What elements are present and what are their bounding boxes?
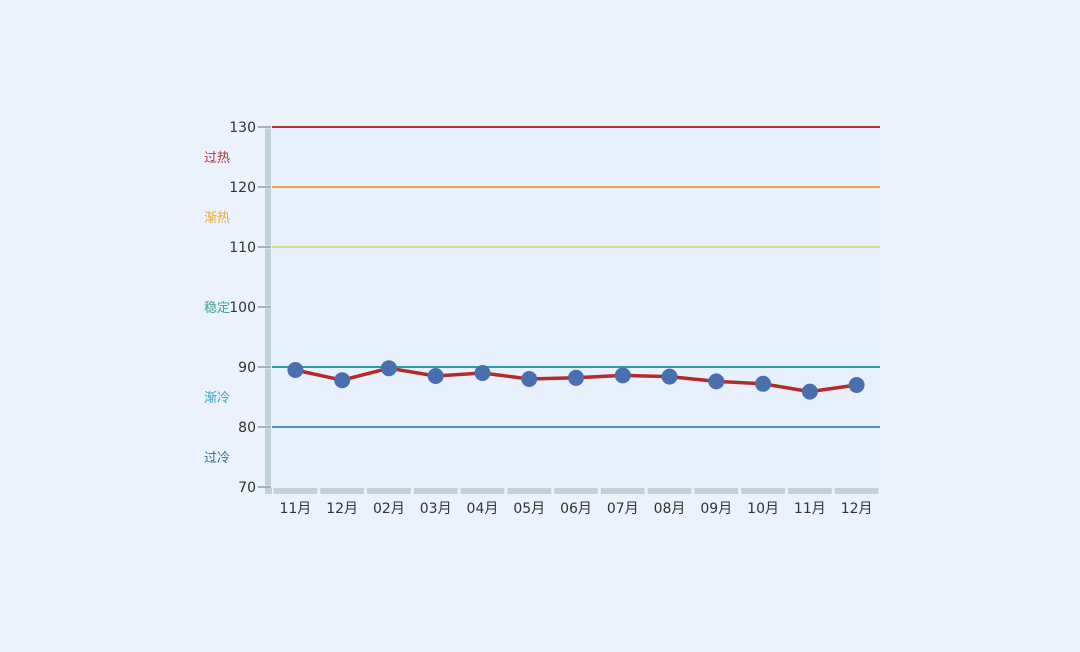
y-tick-label: 90 bbox=[238, 360, 256, 376]
x-tick-label: 12月 bbox=[326, 501, 358, 517]
x-axis-segment bbox=[741, 488, 785, 494]
series bbox=[287, 360, 865, 400]
axis-corner bbox=[265, 488, 272, 494]
x-axis-segment bbox=[273, 488, 318, 494]
x-axis: 11月 12月 02月 03月 04月 05月 06月 07月 08月 09月 10月 11月 12月 bbox=[265, 488, 879, 517]
y-tick-label: 80 bbox=[238, 420, 256, 436]
y-axis-segment bbox=[265, 248, 271, 306]
data-point bbox=[287, 362, 304, 378]
x-tick-label: 05月 bbox=[513, 501, 545, 517]
x-tick-label: 04月 bbox=[467, 501, 499, 517]
y-axis: 70 80 90 100 110 120 130 bbox=[229, 120, 271, 496]
y-axis-segment bbox=[265, 308, 271, 366]
reference-lines bbox=[272, 126, 880, 428]
x-tick-label: 07月 bbox=[607, 501, 639, 517]
x-axis-segment bbox=[787, 488, 832, 494]
data-point bbox=[801, 383, 818, 400]
y-tick-label: 70 bbox=[238, 480, 256, 496]
data-point bbox=[661, 368, 678, 385]
y-tick-label: 120 bbox=[229, 180, 256, 196]
x-axis-segment bbox=[600, 488, 645, 494]
x-tick-label: 03月 bbox=[420, 501, 452, 517]
data-point bbox=[380, 360, 397, 377]
x-tick-label: 12月 bbox=[841, 501, 873, 517]
x-axis-segment bbox=[507, 488, 552, 494]
x-axis-segment bbox=[413, 488, 458, 494]
data-point bbox=[755, 375, 772, 392]
zone-label: 稳定 bbox=[204, 300, 230, 316]
data-point bbox=[568, 369, 584, 386]
x-tick-label: 09月 bbox=[700, 501, 732, 517]
y-tick-label: 110 bbox=[229, 240, 256, 256]
x-axis-segment bbox=[554, 488, 598, 494]
y-axis-segment bbox=[265, 428, 271, 486]
x-tick-label: 10月 bbox=[747, 501, 779, 517]
y-tick-label: 130 bbox=[229, 120, 256, 136]
zone-label: 过热 bbox=[204, 151, 230, 166]
zone-label: 过冷 bbox=[204, 451, 230, 466]
x-tick-label: 02月 bbox=[373, 501, 405, 517]
x-axis-segment bbox=[320, 488, 365, 494]
x-axis-segment bbox=[367, 488, 411, 494]
y-axis-segment bbox=[265, 128, 271, 186]
x-tick-label: 11月 bbox=[279, 501, 311, 517]
data-point bbox=[334, 372, 351, 389]
x-tick-label: 06月 bbox=[560, 501, 592, 517]
x-axis-segment bbox=[834, 488, 879, 494]
zone-label: 渐冷 bbox=[204, 391, 230, 406]
data-point bbox=[521, 371, 538, 387]
data-point bbox=[614, 367, 631, 384]
x-tick-label: 08月 bbox=[654, 501, 686, 517]
data-point bbox=[708, 373, 725, 390]
x-axis-segment bbox=[460, 488, 505, 494]
y-axis-segment bbox=[265, 368, 271, 426]
zone-label: 渐热 bbox=[204, 211, 230, 226]
data-point bbox=[474, 365, 491, 381]
y-tick-label: 100 bbox=[229, 300, 256, 316]
plot-area bbox=[272, 127, 880, 487]
x-axis-segment bbox=[694, 488, 739, 494]
data-point bbox=[427, 368, 444, 384]
data-point bbox=[848, 377, 865, 393]
x-tick-label: 11月 bbox=[794, 501, 826, 517]
y-axis-segment bbox=[265, 188, 271, 246]
x-axis-segment bbox=[647, 488, 692, 494]
